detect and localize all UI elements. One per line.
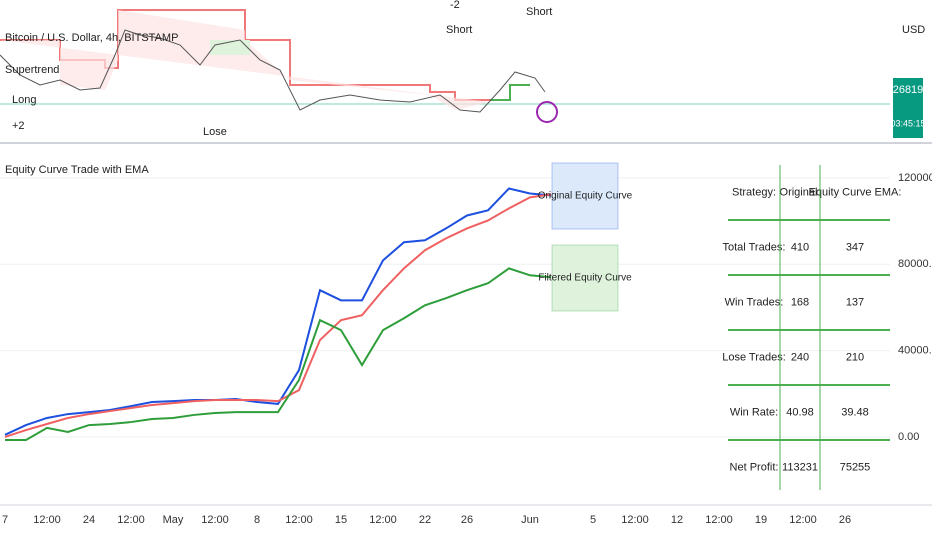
chart-title: Equity Curve Trade with EMA (5, 164, 149, 176)
x-tick-label: May (163, 514, 184, 526)
supertrend-up (490, 84, 530, 101)
legend-box (551, 244, 619, 312)
table-cell: Win Rate: (730, 406, 778, 418)
short-count: -2 (450, 0, 460, 11)
price-label: 26819 (893, 84, 924, 96)
x-tick-label: Jun (521, 514, 539, 526)
legend-label: Filtered Equity Curve (538, 273, 632, 284)
table-cell: 347 (846, 241, 864, 253)
y-tick-label: 80000.00 (898, 258, 932, 270)
x-tick-label: 12 (671, 514, 683, 526)
x-tick-label: 15 (335, 514, 347, 526)
equity-line (4, 193, 552, 438)
table-cell: 410 (791, 241, 809, 253)
price-pane: 26819 03:45:15 Bitcoin / U.S. Dollar, 4h… (0, 0, 926, 138)
y-tick-label: 0.00 (898, 431, 919, 443)
table-cell: 39.48 (841, 406, 869, 418)
x-tick-label: 12:00 (369, 514, 397, 526)
table-cell: 113231 (782, 461, 818, 473)
x-tick-label: 5 (590, 514, 596, 526)
indicator-name: Supertrend (5, 64, 59, 76)
table-cell: 240 (791, 351, 809, 363)
legend-box (551, 162, 619, 230)
price-candles (0, 29, 546, 113)
lose-label: Lose (203, 126, 227, 138)
countdown: 03:45:15 (890, 118, 925, 128)
table-cell: Lose Trades: (722, 351, 786, 363)
x-tick-label: 24 (83, 514, 95, 526)
table-cell: Total Trades: (723, 241, 786, 253)
table-cell: Net Profit: (730, 461, 779, 473)
short-label: Short (446, 24, 472, 36)
x-tick-label: 12:00 (621, 514, 649, 526)
long-label: Long (12, 94, 36, 106)
table-cell: 210 (846, 351, 864, 363)
price-badge (893, 78, 923, 138)
table-cell: Original: (780, 186, 821, 198)
legend-label: Original Equity Curve (538, 191, 633, 202)
x-tick-label: 26 (461, 514, 473, 526)
alert-icon (536, 101, 558, 123)
table-cell: Equity Curve EMA: (809, 186, 902, 198)
equity-line (4, 187, 552, 436)
table-cell: 75255 (840, 461, 871, 473)
x-tick-label: 26 (839, 514, 851, 526)
y-tick-label: 40000.00 (898, 345, 932, 357)
table-cell: 137 (846, 296, 864, 308)
x-tick-label: 12:00 (201, 514, 229, 526)
x-tick-label: 12:00 (117, 514, 145, 526)
x-tick-label: 19 (755, 514, 767, 526)
x-tick-label: 12:00 (285, 514, 313, 526)
y-tick-label: 120000.00 (898, 172, 932, 184)
x-tick-label: 12:00 (705, 514, 733, 526)
table-cell: 40.98 (786, 406, 814, 418)
x-tick-label: 22 (419, 514, 431, 526)
equity-line (5, 267, 552, 441)
table-cell: Win Trades: (725, 296, 784, 308)
table-cell: Strategy: (732, 186, 776, 198)
x-tick-label: 12:00 (789, 514, 817, 526)
short-label: Short (526, 6, 552, 18)
axis-unit: USD (902, 24, 925, 36)
x-tick-label: 12:00 (33, 514, 61, 526)
symbol-title: Bitcoin / U.S. Dollar, 4h, BITSTAMP (5, 32, 178, 44)
long-count: +2 (12, 120, 25, 132)
x-tick-label: 8 (254, 514, 260, 526)
x-tick-label: 7 (2, 514, 8, 526)
table-cell: 168 (791, 296, 809, 308)
